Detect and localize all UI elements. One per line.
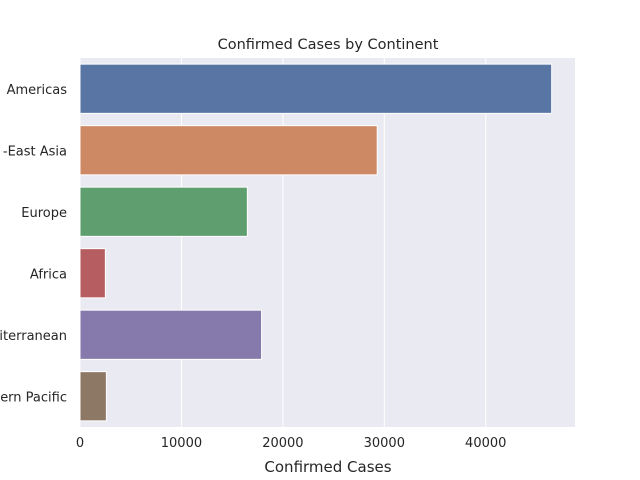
y-tick-labels: Americas -East Asia Europe Africa iterranean… xyxy=(0,83,67,406)
bar-2 xyxy=(79,186,248,237)
chart-title: Confirmed Cases by Continent xyxy=(218,37,439,53)
y-tick-label: iterranean xyxy=(0,329,67,344)
gridlines xyxy=(79,58,487,427)
x-tick-label: 10000 xyxy=(161,436,202,451)
x-tick-labels: 0 10000 20000 30000 40000 xyxy=(76,436,507,451)
x-tick-label: 20000 xyxy=(262,436,303,451)
y-tick-label: Europe xyxy=(21,206,67,221)
x-axis-label: Confirmed Cases xyxy=(264,458,391,476)
bar-0 xyxy=(79,63,553,114)
x-tick-label: 40000 xyxy=(465,436,506,451)
y-tick-label: -East Asia xyxy=(3,144,67,159)
bar-3 xyxy=(79,248,106,299)
y-tick-label: Americas xyxy=(7,83,68,98)
plot-area xyxy=(80,58,575,427)
y-tick-label: ern Pacific xyxy=(0,390,67,405)
x-tick-label: 30000 xyxy=(364,436,405,451)
x-tick-label: 0 xyxy=(76,436,84,451)
bar-4 xyxy=(79,309,263,360)
y-tick-label: Africa xyxy=(30,267,67,282)
bar-1 xyxy=(79,125,378,176)
bars xyxy=(79,63,553,422)
bar-5 xyxy=(79,371,107,422)
